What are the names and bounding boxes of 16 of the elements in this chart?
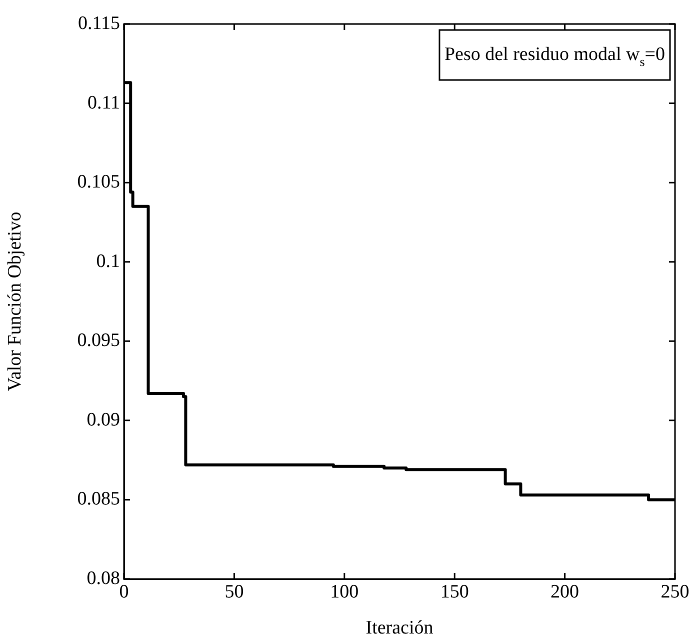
y-tick-label: 0.095	[77, 330, 120, 352]
y-tick-label: 0.115	[78, 12, 120, 34]
y-tick-label: 0.085	[77, 488, 120, 510]
y-tick-label: 0.08	[86, 568, 120, 589]
y-tick-label: 0.09	[86, 409, 120, 430]
x-tick-label: 150	[440, 581, 469, 602]
y-tick-label: 0.1	[96, 250, 120, 272]
x-tick-label: 250	[660, 581, 690, 602]
y-tick-label: 0.11	[87, 92, 120, 114]
x-tick-label: 50	[224, 581, 244, 602]
x-tick-label: 200	[550, 581, 580, 602]
x-tick-label: 100	[330, 581, 359, 602]
y-tick-label: 0.105	[77, 172, 120, 193]
x-axis-title: Iteración	[366, 618, 434, 639]
y-axis-title: Valor Función Objetivo	[4, 212, 26, 392]
x-tick-label: 0	[119, 581, 129, 602]
